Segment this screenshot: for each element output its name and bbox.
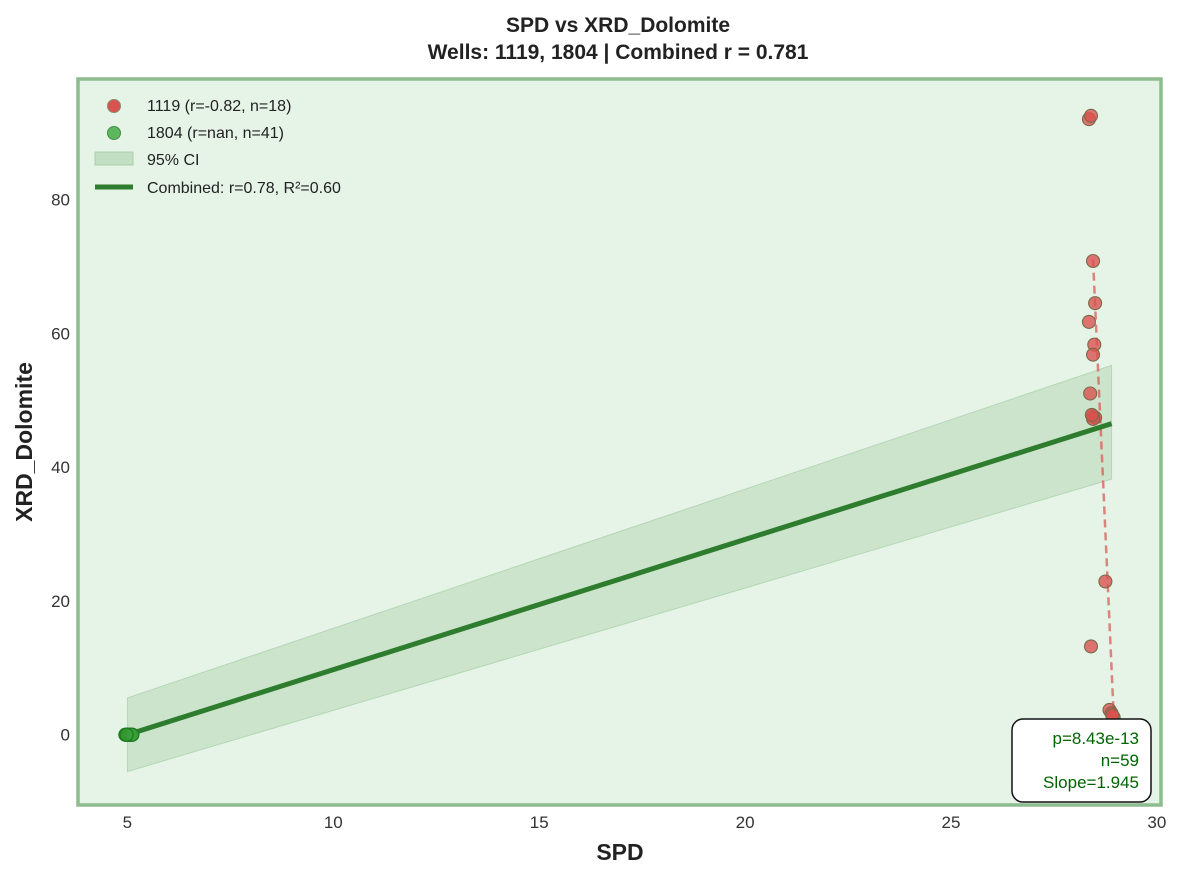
point-1119 <box>1084 407 1099 422</box>
point-1119 <box>1081 314 1096 329</box>
x-tick-label: 30 <box>1147 813 1166 832</box>
point-1119 <box>1086 253 1101 269</box>
point-1119 <box>1083 386 1098 401</box>
chart-subtitle: Wells: 1119, 1804 | Combined r = 0.781 <box>428 41 809 64</box>
y-axis-label: XRD_Dolomite <box>11 362 37 522</box>
stats-box: p=8.43e-13 n=59 Slope=1.945 <box>1011 718 1152 803</box>
y-tick-label: 20 <box>51 592 70 611</box>
x-tick-label: 25 <box>942 813 961 832</box>
legend-label-1119: 1119 (r=-0.82, n=18) <box>147 98 291 115</box>
y-tick-label: 80 <box>51 190 70 209</box>
x-tick-label: 20 <box>736 813 755 832</box>
trend-line-1119 <box>1091 259 1115 715</box>
y-tick-label: 0 <box>61 726 70 745</box>
ci-band <box>126 364 1113 773</box>
plot-frame <box>76 77 1163 807</box>
point-1119 <box>1098 574 1113 589</box>
stats-slope: Slope=1.945 <box>1043 773 1139 792</box>
point-1119 <box>1083 639 1099 654</box>
point-1119 <box>1083 108 1099 123</box>
combined-fit-line <box>126 421 1113 738</box>
legend-marker-1804 <box>107 126 121 140</box>
point-1119 <box>1088 296 1103 311</box>
x-axis-label: SPD <box>596 839 643 865</box>
x-tick-label: 15 <box>530 813 549 832</box>
legend-marker-1119 <box>107 99 121 113</box>
point-1119 <box>1086 347 1101 362</box>
point-1804 <box>119 727 134 742</box>
legend-label-ci: 95% CI <box>147 152 199 169</box>
stats-n: n=59 <box>1101 751 1139 770</box>
legend: 1119 (r=-0.82, n=18) 1804 (r=nan, n=41) … <box>94 98 341 197</box>
x-tick-label: 10 <box>324 813 343 832</box>
legend-label-1804: 1804 (r=nan, n=41) <box>147 125 284 142</box>
x-tick-label: 5 <box>123 813 132 832</box>
legend-marker-ci <box>94 151 134 166</box>
y-tick-label: 40 <box>51 458 70 477</box>
stats-p-value: p=8.43e-13 <box>1053 729 1140 748</box>
stats-box-frame <box>1011 718 1152 803</box>
legend-label-fit: Combined: r=0.78, R²=0.60 <box>147 180 341 197</box>
chart-title: SPD vs XRD_Dolomite <box>506 14 730 37</box>
y-tick-label: 60 <box>51 324 70 343</box>
